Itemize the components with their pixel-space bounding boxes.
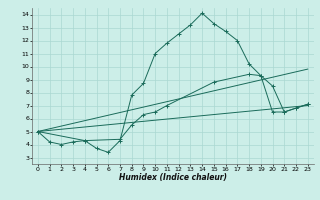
- X-axis label: Humidex (Indice chaleur): Humidex (Indice chaleur): [119, 173, 227, 182]
